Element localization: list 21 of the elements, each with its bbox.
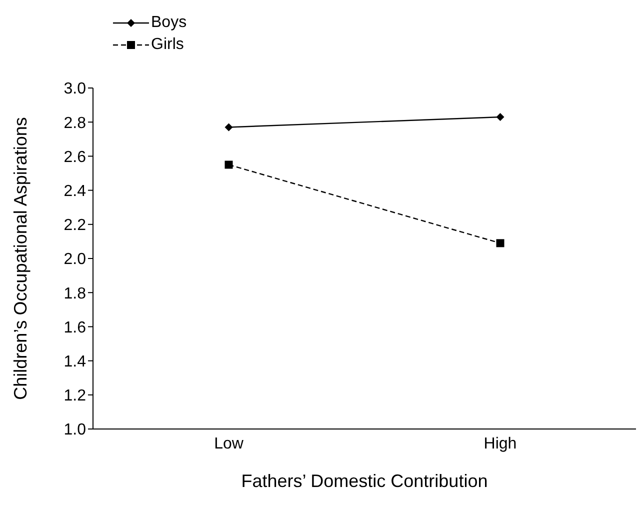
- x-axis-title: Fathers’ Domestic Contribution: [241, 471, 488, 491]
- x-tick-label: High: [484, 435, 517, 452]
- legend-label: Girls: [151, 36, 184, 54]
- y-tick-label: 1.2: [64, 388, 86, 405]
- point: [496, 239, 504, 248]
- y-tick-label: 2.6: [64, 148, 86, 166]
- point: [496, 112, 504, 121]
- y-tick-label: 2.2: [64, 217, 86, 234]
- y-tick-label: 2.0: [64, 251, 86, 268]
- y-tick-label: 2.4: [64, 182, 86, 200]
- y-tick-label: 1.6: [64, 319, 86, 336]
- y-tick-label: 1.0: [64, 422, 86, 439]
- point: [224, 123, 233, 132]
- point: [224, 160, 233, 169]
- legend-label: Boys: [151, 14, 187, 32]
- y-tick-label: 1.8: [64, 285, 86, 302]
- y-tick-label: 2.8: [64, 114, 86, 132]
- y-axis-title: Children’s Occupational Aspirations: [10, 117, 30, 400]
- y-tick-label: 3.0: [64, 80, 86, 98]
- y-tick-label: 1.4: [64, 353, 86, 370]
- x-tick-label: Low: [214, 435, 244, 452]
